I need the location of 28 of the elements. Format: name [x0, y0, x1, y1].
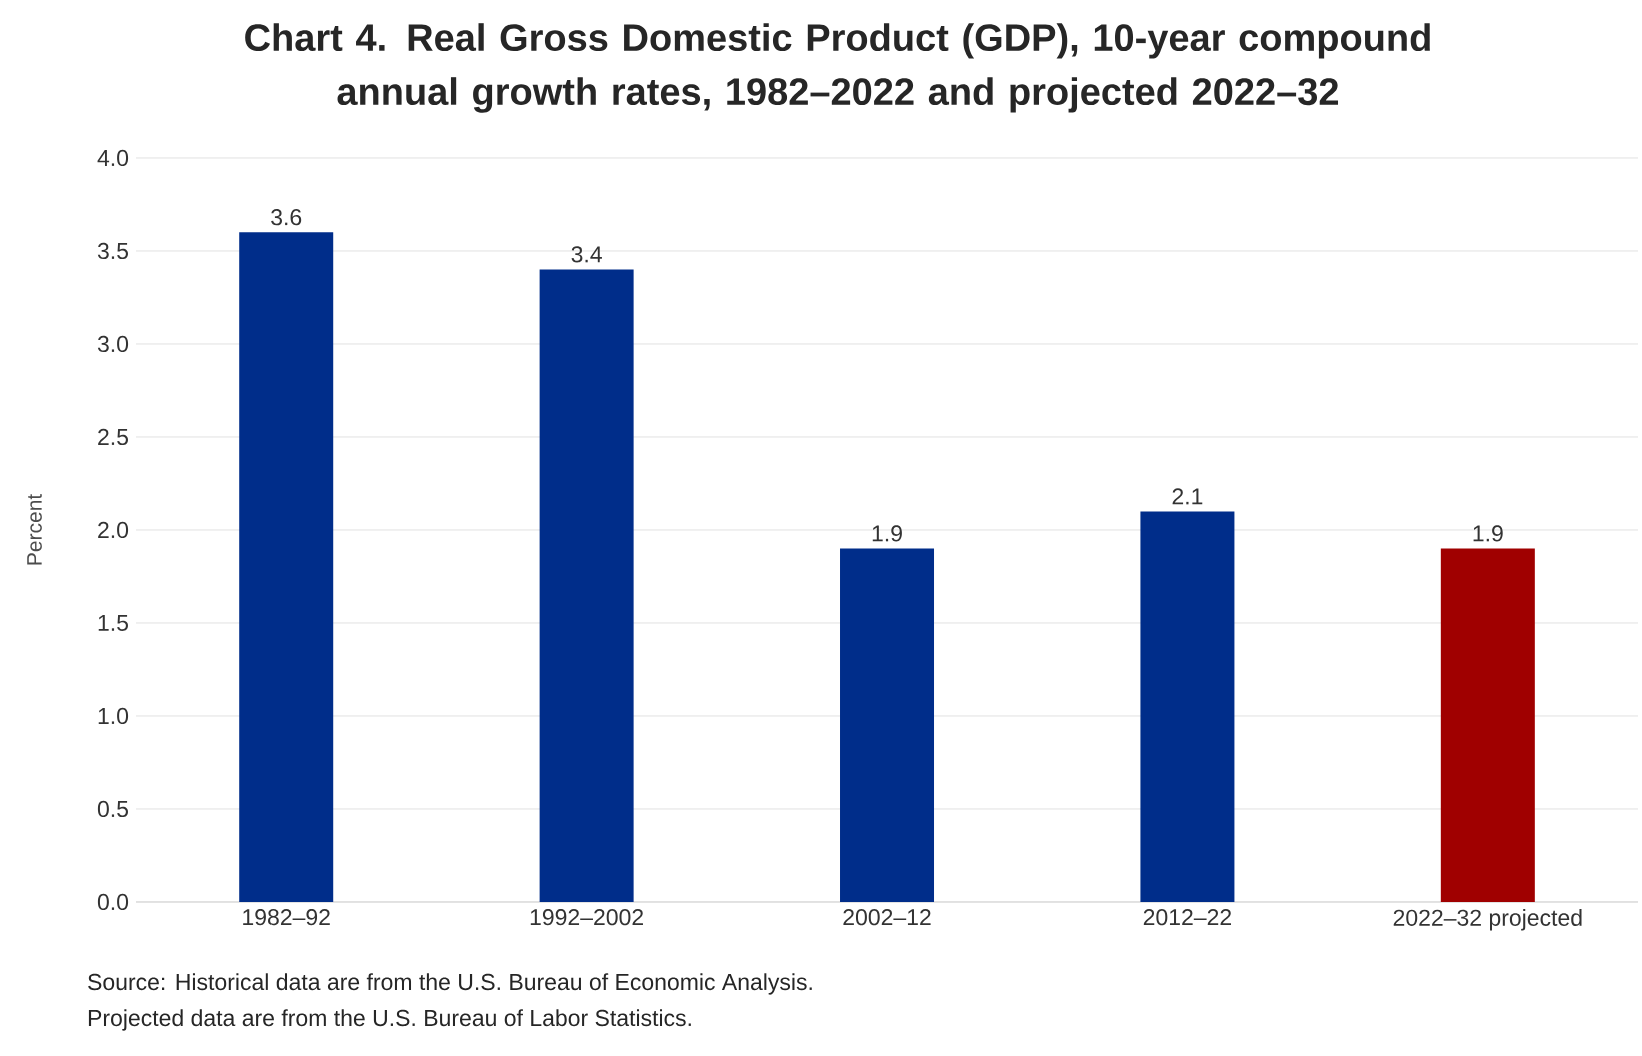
bar: [1440, 548, 1535, 902]
y-tick-label: 2.0: [98, 521, 129, 539]
x-tick-label: 1982–92: [243, 909, 330, 926]
x-tick-label: 1992–2002: [530, 909, 643, 926]
bar: [1140, 511, 1235, 902]
y-tick-label: 3.5: [97, 242, 128, 260]
y-axis-title: Percent: [27, 493, 42, 565]
x-tick-label: 2022–32 projected: [1393, 909, 1582, 931]
x-tick-label: 2002–12: [843, 909, 931, 926]
chart-title: Chart 4. Real Gross Domestic Product (GDP), 10-year compound annual growth rates, 1982–2022 and projected 2022–32: [245, 23, 1430, 113]
data-label: 3.6: [271, 209, 302, 226]
y-tick-label: 3.0: [97, 335, 129, 353]
bar: [840, 548, 935, 902]
bar: [239, 232, 334, 902]
y-tick-label: 2.5: [98, 428, 128, 446]
bar: [539, 269, 634, 902]
y-tick-label: 4.0: [97, 149, 129, 167]
y-tick-label: 1.5: [98, 614, 128, 631]
data-label: 3.4: [571, 246, 602, 263]
data-label: 2.1: [1172, 488, 1203, 505]
text: Projected data are from the U.S. Bureau of Labor Statistics.: [88, 1009, 691, 1031]
y-tick-label: 0.0: [97, 893, 129, 911]
y-tick-label: 0.5: [97, 800, 128, 818]
data-label: 1.9: [1473, 525, 1503, 542]
x-tick-label: 2012–22: [1143, 909, 1232, 926]
source-note: Source: Historical data are from the U.S. Bureau of Economic Analysis.: [88, 973, 812, 995]
y-tick-label: 1.0: [98, 707, 129, 725]
data-label: 1.9: [872, 525, 902, 542]
